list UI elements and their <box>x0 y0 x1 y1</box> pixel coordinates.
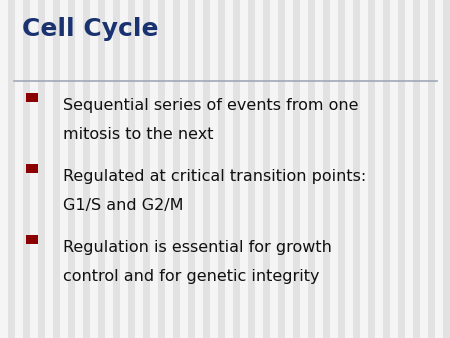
Bar <box>180 0 188 338</box>
Bar <box>127 0 135 338</box>
Bar <box>210 0 217 338</box>
Bar <box>112 0 120 338</box>
Bar <box>397 0 405 338</box>
Bar <box>37 0 45 338</box>
Bar <box>292 0 300 338</box>
Bar <box>368 0 375 338</box>
Bar <box>68 0 75 338</box>
Bar <box>172 0 180 338</box>
Text: Regulation is essential for growth: Regulation is essential for growth <box>63 240 332 255</box>
Bar <box>0 0 8 338</box>
Bar <box>217 0 225 338</box>
Bar <box>300 0 307 338</box>
Bar <box>428 0 435 338</box>
Bar <box>240 0 248 338</box>
Bar <box>323 0 330 338</box>
Bar <box>26 235 38 244</box>
Bar <box>360 0 368 338</box>
Bar <box>315 0 323 338</box>
Bar <box>26 93 38 102</box>
Bar <box>15 0 22 338</box>
Bar <box>60 0 68 338</box>
Bar <box>143 0 150 338</box>
Bar <box>135 0 143 338</box>
Bar <box>420 0 428 338</box>
Bar <box>375 0 382 338</box>
Bar <box>8 0 15 338</box>
Bar <box>330 0 338 338</box>
Bar <box>405 0 413 338</box>
Text: G1/S and G2/M: G1/S and G2/M <box>63 198 184 213</box>
Bar <box>30 0 37 338</box>
Bar <box>188 0 195 338</box>
Bar <box>345 0 352 338</box>
Bar <box>98 0 105 338</box>
Bar <box>150 0 157 338</box>
Bar <box>270 0 278 338</box>
Bar <box>22 0 30 338</box>
Text: mitosis to the next: mitosis to the next <box>63 127 213 142</box>
Bar <box>278 0 285 338</box>
Bar <box>307 0 315 338</box>
Bar <box>248 0 255 338</box>
Bar <box>338 0 345 338</box>
Bar <box>120 0 127 338</box>
Bar <box>202 0 210 338</box>
Bar <box>352 0 360 338</box>
Bar <box>105 0 112 338</box>
Bar <box>413 0 420 338</box>
Bar <box>26 164 38 173</box>
Bar <box>233 0 240 338</box>
Bar <box>158 0 165 338</box>
Bar <box>75 0 82 338</box>
Bar <box>225 0 233 338</box>
Bar <box>382 0 390 338</box>
Bar <box>390 0 397 338</box>
Bar <box>90 0 98 338</box>
Text: Regulated at critical transition points:: Regulated at critical transition points: <box>63 169 366 184</box>
Bar <box>195 0 202 338</box>
Bar <box>53 0 60 338</box>
Bar <box>255 0 262 338</box>
Bar <box>285 0 293 338</box>
Bar <box>262 0 270 338</box>
Bar <box>442 0 450 338</box>
Bar <box>165 0 172 338</box>
Bar <box>82 0 90 338</box>
Text: Sequential series of events from one: Sequential series of events from one <box>63 98 359 113</box>
Text: Cell Cycle: Cell Cycle <box>22 17 159 41</box>
Bar <box>435 0 442 338</box>
Bar <box>45 0 53 338</box>
Text: control and for genetic integrity: control and for genetic integrity <box>63 269 320 284</box>
